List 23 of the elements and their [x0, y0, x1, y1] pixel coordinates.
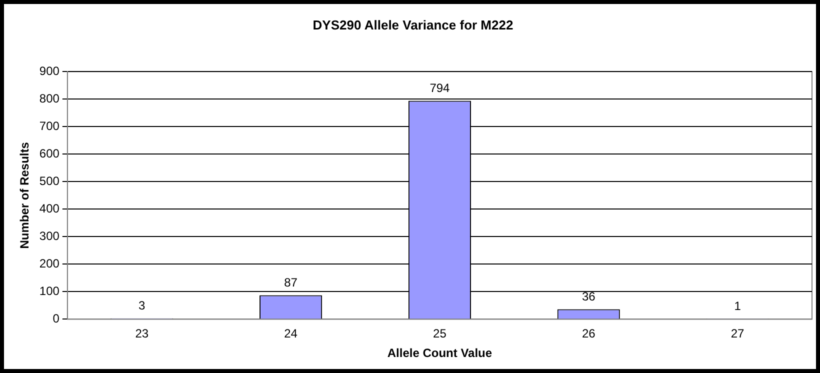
x-tick-label: 23 — [135, 326, 149, 341]
x-tick-label: 25 — [433, 326, 447, 341]
y-tick-label: 800 — [39, 91, 60, 106]
y-tick-label: 300 — [39, 228, 60, 243]
data-label: 36 — [582, 290, 596, 304]
y-tick-label: 900 — [39, 64, 60, 78]
x-tick-label: 24 — [284, 326, 298, 341]
x-tick-label: 26 — [582, 326, 596, 341]
data-label: 1 — [734, 299, 742, 314]
data-label: 794 — [430, 81, 450, 96]
y-tick-label: 600 — [39, 146, 60, 160]
y-tick-label: 200 — [39, 256, 60, 270]
x-axis-title: Allele Count Value — [387, 346, 492, 360]
data-label: 87 — [284, 276, 298, 290]
data-label: 3 — [138, 298, 146, 313]
y-tick-label: 400 — [39, 201, 60, 216]
y-tick-label: 500 — [39, 174, 60, 188]
chart-title: DYS290 Allele Variance for M222 — [312, 17, 514, 32]
y-axis-title: Number of Results — [18, 142, 32, 249]
y-tick-label: 100 — [39, 284, 60, 298]
y-tick-label: 700 — [39, 118, 60, 133]
y-tick-label: 0 — [52, 312, 60, 326]
x-tick-label: 27 — [730, 326, 745, 341]
